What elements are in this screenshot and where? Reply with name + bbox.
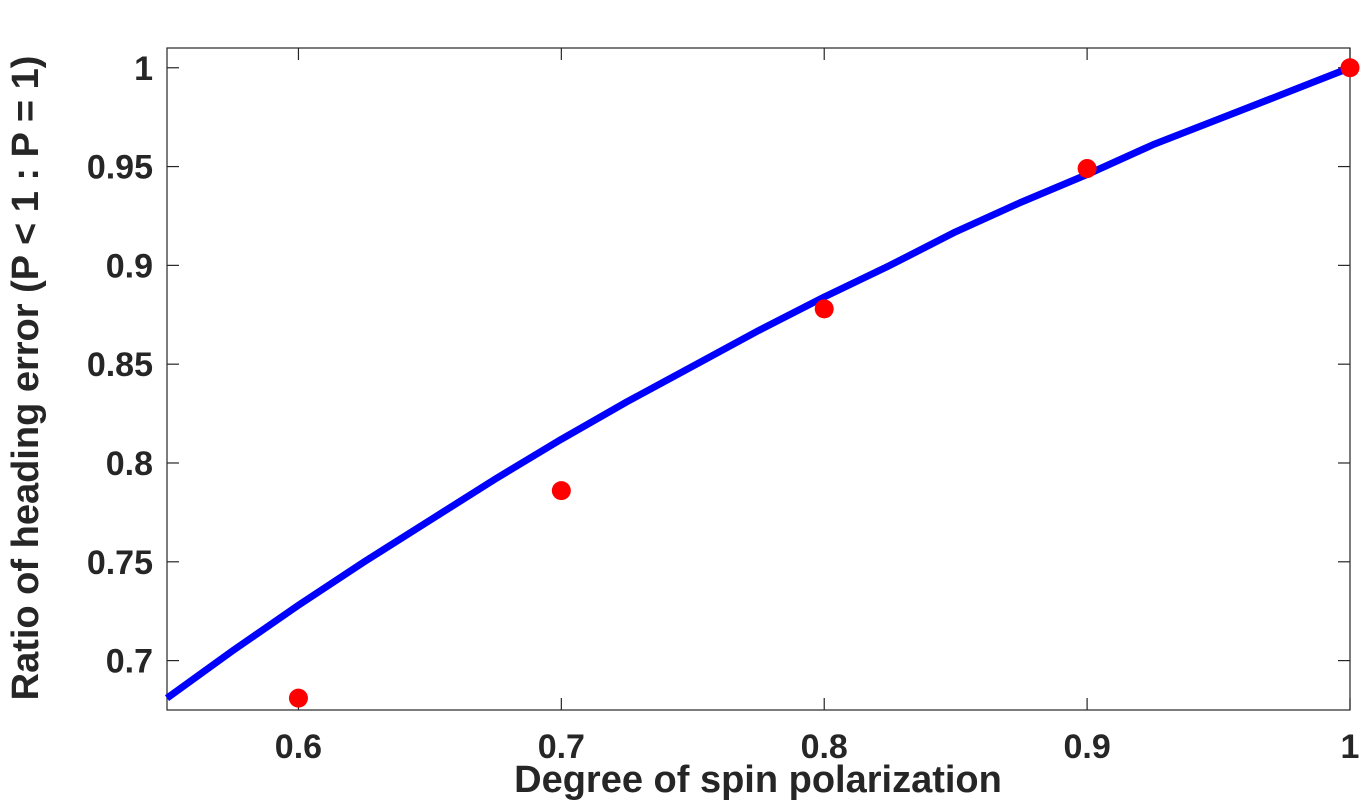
series-layer [164,58,1360,708]
data-point [1340,58,1360,78]
y-tick-label: 0.8 [106,445,153,483]
fit-curve-line [164,64,1352,701]
x-tick-label: 0.8 [801,728,848,766]
x-tick-label: 0.6 [275,728,322,766]
y-tick-label: 0.7 [106,643,153,681]
y-tick-label: 0.75 [87,544,153,582]
data-point [551,481,571,501]
plot-area [166,47,1351,711]
y-tick-label: 0.95 [87,149,153,187]
y-axis-title: Ratio of heading error (P < 1 : P = 1) [5,56,47,701]
ticks [167,48,1351,710]
data-point [814,299,834,319]
x-tick-label: 1 [1341,728,1360,766]
x-axis-title: Degree of spin polarization [514,759,1002,801]
y-tick-label: 0.85 [87,346,153,384]
data-point [1077,159,1097,179]
data-point [288,688,308,708]
x-tick-label: 0.7 [538,728,585,766]
y-tick-label: 1 [134,50,153,88]
x-tick-label: 0.9 [1063,728,1110,766]
y-tick-label: 0.9 [106,247,153,285]
tick-labels: 0.6 0.7 0.8 0.9 1 0.7 0.75 0.8 0.85 0.9 0.95 1 [87,50,1360,766]
